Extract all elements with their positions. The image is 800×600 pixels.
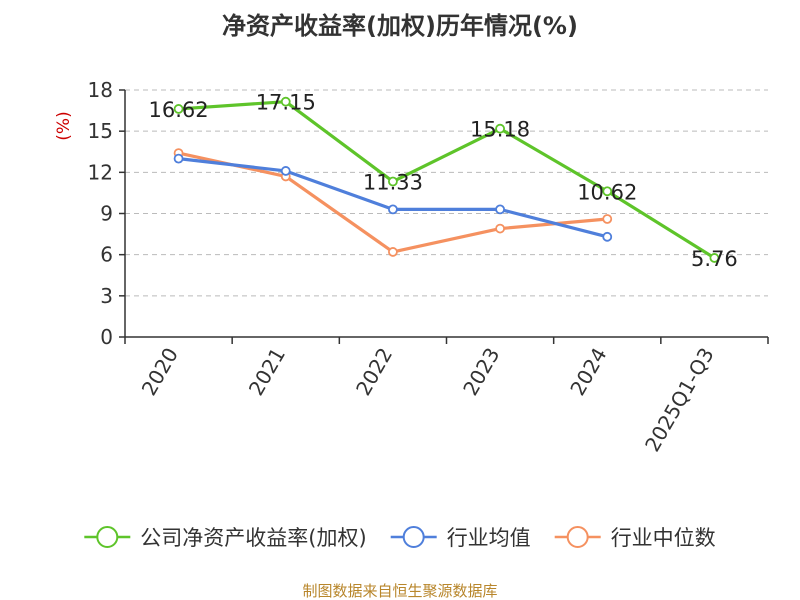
data-point [173,104,184,114]
data-label: 5.76 [691,247,738,271]
source-note: 制图数据来自恒生聚源数据库 [302,582,497,600]
y-tick-label: 6 [100,243,113,267]
y-tick-label: 18 [88,78,113,102]
series-lines [173,96,720,263]
y-tick-label: 0 [100,325,113,349]
data-point [388,247,398,257]
x-tick-label: 2023 [458,344,504,400]
y-tick-label: 15 [88,119,113,143]
data-point [280,96,291,107]
legend-item: 行业均值 [390,526,531,550]
grid-lines [125,89,768,297]
series-line [178,151,608,254]
data-labels: 16.62 17.15 11.33 15.18 10.62 5.76 [149,91,738,271]
x-tick-label: 2020 [137,344,183,400]
legend-label: 行业中位数 [611,526,716,550]
legend-marker [566,526,589,548]
x-tick-label: 2022 [351,344,397,400]
legend-item: 行业中位数 [554,526,716,550]
data-label: 11.33 [363,171,423,195]
x-tick-label: 2024 [565,344,611,400]
data-label: 15.18 [470,118,530,142]
data-label: 16.62 [149,98,209,122]
data-point [495,123,505,134]
data-label: 17.15 [256,91,316,115]
y-tick-label: 3 [100,284,113,308]
legend: 公司净资产收益率(加权) 行业均值 行业中位数 [84,526,716,550]
x-tick-label: 2025Q1-Q3 [640,344,719,456]
data-label: 10.62 [577,180,637,204]
data-point [602,231,613,242]
x-tick-label: 2021 [244,344,290,400]
data-point [602,214,613,224]
data-point [495,223,505,234]
data-point [495,204,505,215]
axes: 0 3 6 9 12 15 18 2020 2021 2022 2023 2024 2025Q1-Q3 [88,78,769,456]
y-tick-label: 9 [100,202,113,226]
y-tick-label: 12 [88,160,113,184]
legend-label: 行业均值 [447,526,531,550]
data-point [388,176,398,187]
data-point [280,166,291,176]
data-point [173,153,184,164]
data-point [602,186,613,197]
legend-item: 公司净资产收益率(加权) [84,526,367,550]
chart-title: 净资产收益率(加权)历年情况(%) [222,12,578,40]
data-point [709,253,720,263]
y-axis-unit-label: (%) [54,111,74,140]
series-line [178,100,716,260]
data-point [388,204,398,215]
legend-label: 公司净资产收益率(加权) [140,526,366,550]
legend-marker [96,526,119,548]
legend-marker [402,526,425,548]
